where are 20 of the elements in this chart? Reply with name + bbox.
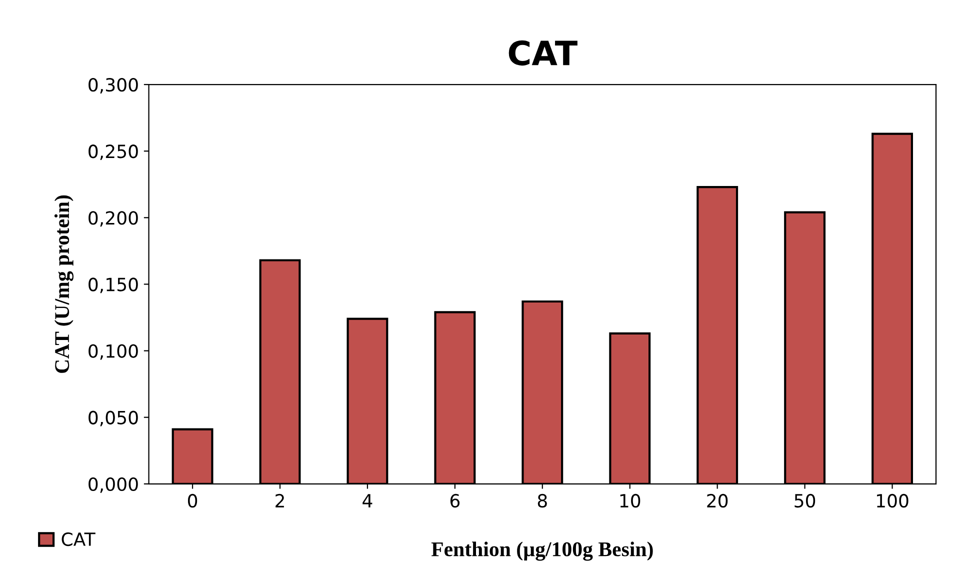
x-tick-label: 50 <box>794 494 816 508</box>
y-tick-label: 0,100 <box>88 344 138 360</box>
x-tick-label: 20 <box>707 494 728 508</box>
y-tick-label: 0,000 <box>88 477 138 493</box>
x-tick-label: 10 <box>620 494 640 508</box>
x-tick-label: 0 <box>188 494 198 508</box>
x-tick-label: 4 <box>362 494 372 508</box>
y-tick-label: 0,200 <box>88 211 138 227</box>
x-tick-label: 6 <box>450 494 460 508</box>
y-tick-label: 0,050 <box>88 410 138 426</box>
chart-title: CAT <box>508 40 578 66</box>
x-tick-label: 2 <box>276 494 284 508</box>
y-tick-label: 0,250 <box>88 144 138 160</box>
y-tick-label: 0,150 <box>88 278 138 294</box>
x-axis-title: Fenthion (µg/100g Besin) <box>431 542 653 561</box>
legend-label: CAT <box>62 532 96 546</box>
x-tick-label: 100 <box>877 494 908 508</box>
x-tick-label: 8 <box>538 494 547 508</box>
y-axis-title: CAT (U/mg protein) <box>54 195 74 373</box>
y-tick-label: 0,300 <box>88 78 138 94</box>
